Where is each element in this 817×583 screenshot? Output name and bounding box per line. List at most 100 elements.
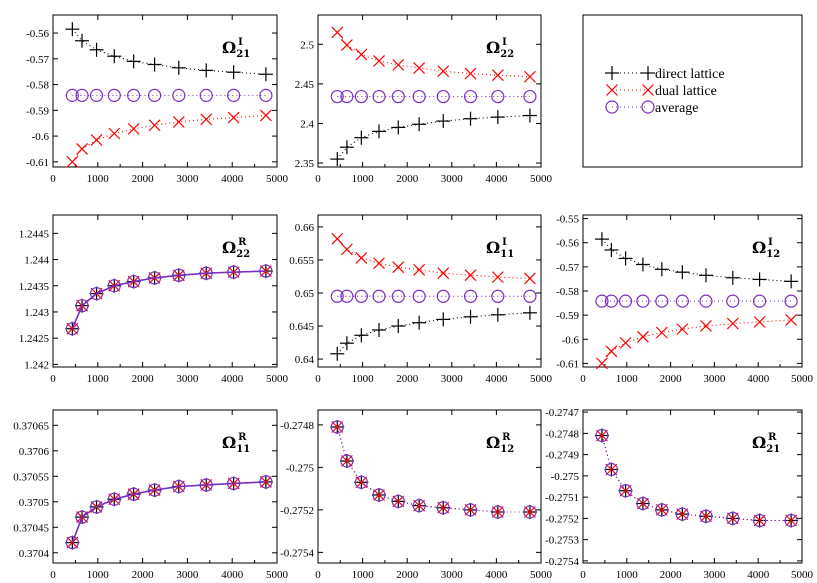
data-point-plus [391,319,406,334]
data-point-plus [65,22,80,37]
data-point-circle [491,289,505,303]
data-point-cross-b [524,272,536,285]
data-point-cross-b [605,345,618,358]
data-point-cross-b [355,476,368,489]
x-tick-label: 1000 [352,373,375,385]
data-point-cross-b [200,113,213,126]
x-tick-label: 3000 [703,569,726,581]
data-point-circle [412,289,426,303]
data-point-cross-b [524,506,536,518]
y-tick-label: -0.61 [556,358,579,370]
y-tick-label: -0.2753 [545,535,579,547]
data-point-circle [65,535,79,550]
data-point-cross [491,271,504,284]
data-point-circle [391,494,405,508]
data-point-circle [172,88,186,102]
panel-title-subscript: 21 [236,49,250,60]
data-point-circle [107,88,121,102]
panel-title-superscript: R [238,237,247,248]
data-point-cross-b [392,58,405,71]
series-line-cross [336,32,530,78]
panel-title-subscript: 21 [766,444,780,455]
data-point-cross [753,315,766,328]
y-tick-label: 2.35 [295,158,315,170]
data-point-cross-b [636,497,649,510]
data-point-plus [258,67,273,82]
data-point-circle [391,289,405,303]
legend-marker-cross-b [642,84,654,96]
data-point-circle [89,88,104,102]
data-point-cross [373,489,385,501]
data-point-circle [65,88,79,102]
x-tick-label: 0 [50,373,56,385]
data-point-plus [75,33,90,48]
data-point-cross-b [373,257,385,270]
chart-panel-2: 0 1000 2000 3000 4000 5000 2.35 2.4 2.45 2.5 Ω22I [295,14,553,185]
chart-panel-1: 0 1000 2000 3000 4000 5000 -0.61 -0.6 -0.59 -0.58… [26,14,289,185]
data-point-cross-b [491,69,504,82]
data-point-plus [463,111,478,126]
data-point-plus [725,270,740,285]
data-point-circle [604,462,618,477]
panel-title-subscript: 11 [236,444,250,455]
data-point-circle [107,492,121,506]
data-point-circle [523,89,537,104]
data-point-plus [171,60,186,75]
y-tick-label: 1.242 [24,359,49,371]
legend-marker-cross [642,84,654,96]
data-point-circle [75,88,89,102]
y-tick-label: -0.2754 [545,556,579,568]
data-point-cross [340,39,353,52]
panel-title: Ω12R [486,432,514,455]
data-point-plus [339,336,354,351]
data-point-circle [523,289,537,303]
data-point-circle [89,500,104,514]
data-point-cross-b [392,495,405,508]
y-tick-label: 0.3704 [19,548,50,560]
data-point-plus [391,120,406,135]
panel-title-superscript: I [768,237,773,248]
x-tick-label: 2000 [660,373,683,385]
data-point-cross [148,119,161,132]
data-point-cross-b [340,243,353,256]
y-tick-label: 0.655 [289,255,314,267]
data-point-cross-b [340,455,353,467]
data-point-cross-b [331,232,344,245]
data-point-circle [127,274,141,289]
panel-title-superscript: I [502,37,507,48]
y-tick-label: -0.2749 [545,450,579,462]
x-tick-label: 3000 [703,373,726,385]
chart-panel-4: 0 1000 2000 3000 4000 5000 0.64 0.645 0.65 0.655 0… [289,214,553,385]
data-point-circle [340,89,354,104]
data-point-circle [199,478,213,492]
legend-marker-plus [605,66,619,80]
data-point-cross [373,54,385,67]
data-point-cross [464,503,477,516]
series-line-circle [71,270,266,330]
x-tick-label: 0 [315,373,321,385]
panel-title-superscript: I [502,237,507,248]
data-point-circle [354,475,368,489]
y-tick-label: 2.45 [295,79,315,91]
data-point-circle [148,271,162,285]
data-point-cross [726,512,739,525]
data-point-circle [330,89,344,104]
data-point-cross [340,243,353,256]
series-line-cross [71,114,266,163]
data-point-plus [490,307,505,322]
data-point-cross [373,257,385,270]
x-tick-label: 1000 [352,569,375,581]
x-tick-label: 3000 [441,173,464,185]
data-point-plus [698,268,713,283]
data-point-cross [491,506,504,518]
data-point-circle [340,454,354,468]
panel-title-symbol: Ω [752,238,766,257]
data-point-plus [126,54,141,69]
y-tick-label: 0.3706 [19,446,50,458]
x-tick-label: 2000 [660,569,683,581]
x-tick-label: 1000 [352,173,375,185]
x-tick-label: 4000 [747,373,770,385]
data-point-plus [654,262,669,277]
data-point-circle [655,294,669,308]
legend-marker-plus [641,66,655,80]
